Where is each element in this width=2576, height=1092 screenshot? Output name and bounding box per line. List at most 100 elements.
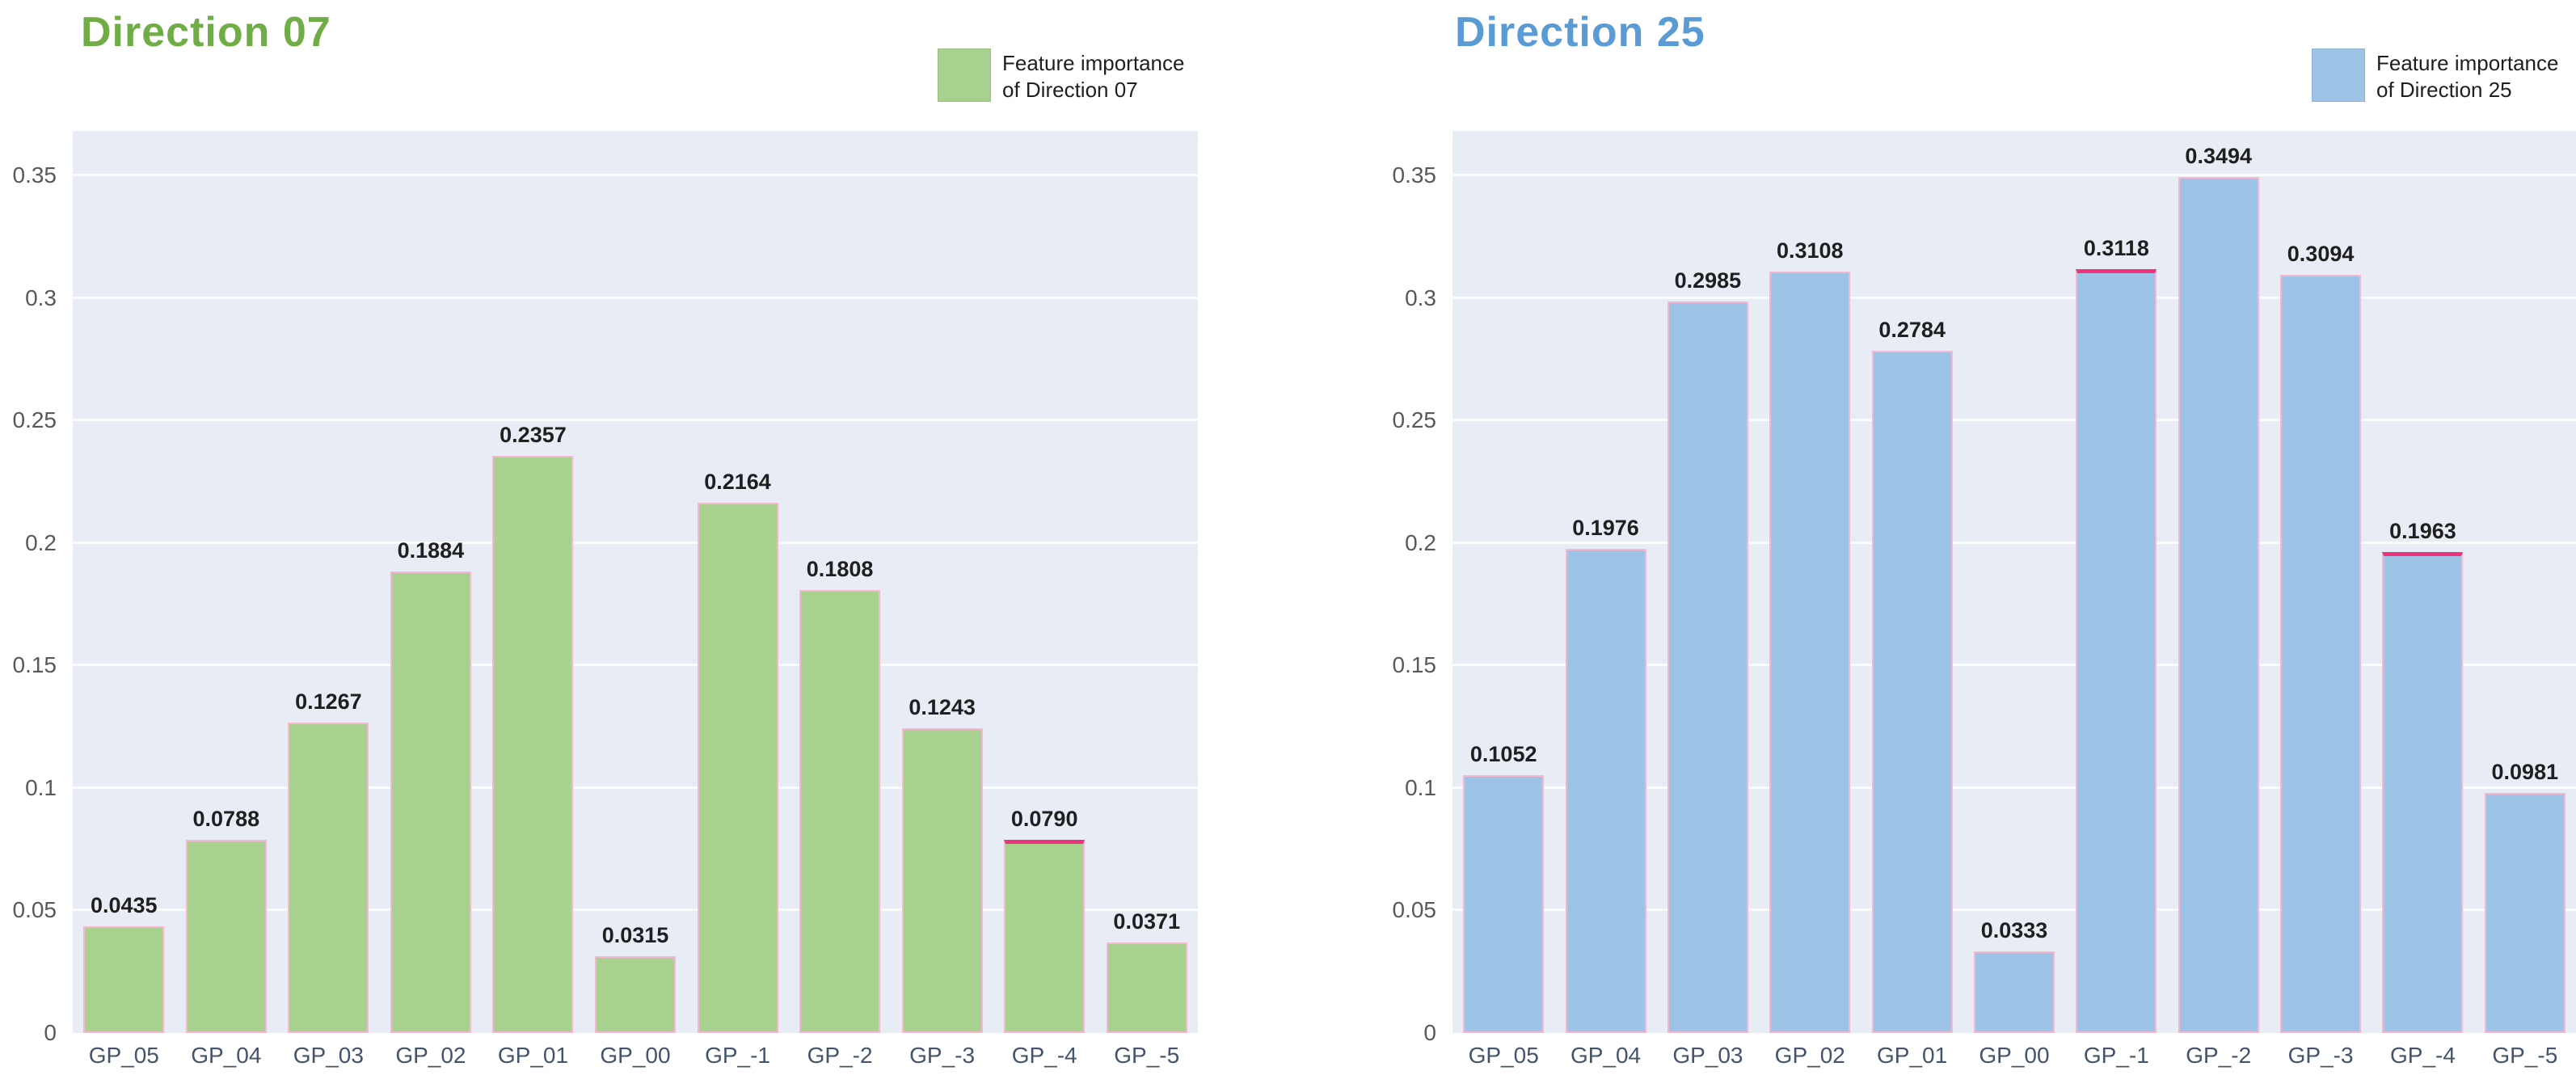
bar-GP_-4 — [2382, 552, 2464, 1033]
y-axis-tick-0.35: 0.35 — [12, 162, 57, 188]
bar-value-GP_04: 0.0788 — [192, 807, 260, 831]
x-axis-tick-GP_-3: GP_-3 — [909, 1043, 976, 1068]
bar-GP_00 — [1974, 951, 2055, 1033]
bar-GP_03 — [1667, 301, 1748, 1033]
bar-value-GP_02: 0.1884 — [397, 538, 465, 563]
y-axis-tick-0.05: 0.05 — [12, 897, 57, 923]
bar-GP_03 — [288, 723, 369, 1033]
y-axis-tick-0.3: 0.3 — [1405, 285, 1436, 310]
legend-label-line-2: of Direction 25 — [2376, 78, 2512, 102]
gridline-0.15 — [73, 664, 1198, 667]
x-axis-tick-GP_-1: GP_-1 — [705, 1043, 770, 1068]
bar-value-GP_-4: 0.0790 — [1010, 807, 1078, 831]
bar-value-GP_-4: 0.1963 — [2389, 519, 2456, 543]
y-axis-tick-0.25: 0.25 — [1392, 407, 1437, 433]
bar-GP_-2 — [799, 590, 881, 1033]
y-axis-tick-0: 0 — [1423, 1020, 1436, 1045]
legend-direction-25: Feature importance of Direction 25 — [2312, 48, 2558, 103]
x-axis-tick-GP_00: GP_00 — [600, 1043, 671, 1068]
bar-GP_02 — [1769, 272, 1851, 1033]
x-axis-tick-GP_00: GP_00 — [1979, 1043, 2050, 1068]
y-axis-tick-0.15: 0.15 — [12, 652, 57, 678]
bar-value-GP_05: 0.1052 — [1469, 742, 1537, 766]
bar-GP_00 — [595, 956, 676, 1033]
y-axis-tick-0.15: 0.15 — [1392, 652, 1437, 678]
bar-GP_02 — [390, 571, 471, 1033]
gridline-0.2 — [73, 541, 1198, 544]
bar-GP_-3 — [901, 728, 983, 1033]
x-axis-tick-GP_04: GP_04 — [1570, 1043, 1642, 1068]
gridline-0.1 — [1452, 786, 2576, 789]
bar-value-GP_-2: 0.1808 — [806, 557, 874, 581]
bar-value-GP_05: 0.0435 — [90, 893, 158, 917]
gridline-0.2 — [1452, 541, 2576, 544]
x-axis-tick-GP_02: GP_02 — [1774, 1043, 1845, 1068]
bar-GP_05 — [1463, 775, 1545, 1033]
y-axis-tick-0.05: 0.05 — [1392, 897, 1437, 923]
gridline-0.05 — [73, 909, 1198, 912]
gridline-0.35 — [1452, 174, 2576, 177]
legend-label-line-1: Feature importance — [1002, 51, 1185, 75]
x-axis-tick-GP_-3: GP_-3 — [2287, 1043, 2354, 1068]
bar-GP_04 — [185, 840, 267, 1033]
bar-GP_04 — [1565, 549, 1646, 1033]
x-axis-tick-GP_-2: GP_-2 — [2186, 1043, 2252, 1068]
bar-GP_-2 — [2178, 177, 2259, 1033]
legend-label: Feature importance of Direction 25 — [2376, 48, 2558, 103]
x-axis-tick-GP_03: GP_03 — [293, 1043, 364, 1068]
gridline-0.3 — [73, 296, 1198, 299]
bar-value-GP_-3: 0.1243 — [909, 695, 976, 719]
y-axis-tick-0.2: 0.2 — [25, 529, 57, 555]
x-axis-tick-GP_05: GP_05 — [88, 1043, 159, 1068]
bar-value-GP_03: 0.1267 — [295, 689, 362, 714]
bar-value-GP_-5: 0.0981 — [2491, 760, 2559, 784]
bar-GP_01 — [1871, 351, 1953, 1033]
bar-GP_-3 — [2280, 275, 2362, 1033]
bar-value-GP_-1: 0.3118 — [2083, 236, 2149, 260]
x-axis-tick-GP_02: GP_02 — [395, 1043, 466, 1068]
bar-value-GP_01: 0.2784 — [1878, 318, 1946, 342]
bar-GP_-1 — [697, 503, 778, 1033]
bar-value-GP_-1: 0.2164 — [704, 470, 771, 494]
bar-value-GP_01: 0.2357 — [500, 423, 567, 447]
y-axis-tick-0.1: 0.1 — [25, 774, 57, 800]
legend-label-line-1: Feature importance — [2376, 51, 2559, 75]
bar-value-GP_00: 0.0333 — [1980, 918, 2048, 942]
plot-area-direction-25: 0.35 0.3 0.25 0.2 0.15 0.1 0.05 0 0.1052 GP_05 0.1… — [1393, 131, 2576, 1068]
gridline-0.35 — [73, 174, 1198, 177]
x-axis-tick-GP_04: GP_04 — [191, 1043, 262, 1068]
plot-area-direction-07: 0.35 0.3 0.25 0.2 0.15 0.1 0.05 0 0.0435 GP_05 0.0… — [13, 131, 1198, 1068]
y-axis-tick-0.3: 0.3 — [25, 285, 57, 310]
bar-value-GP_03: 0.2985 — [1674, 268, 1742, 293]
bar-GP_-1 — [2076, 269, 2157, 1033]
legend-label-line-2: of Direction 07 — [1002, 78, 1138, 102]
x-axis-tick-GP_01: GP_01 — [497, 1043, 569, 1068]
y-axis-tick-0.1: 0.1 — [1405, 774, 1436, 800]
y-axis-tick-0.25: 0.25 — [12, 407, 57, 433]
y-axis-tick-0.35: 0.35 — [1392, 162, 1437, 188]
x-axis-tick-GP_-2: GP_-2 — [807, 1043, 873, 1068]
bar-value-GP_02: 0.3108 — [1776, 238, 1844, 263]
bar-value-GP_00: 0.0315 — [601, 923, 669, 947]
gridline-0.1 — [73, 786, 1198, 789]
chart-title-direction-25: Direction 25 — [1455, 9, 1705, 56]
chart-direction-25: Direction 25 Feature importance of Direc… — [1374, 0, 2576, 1092]
gridline-0.25 — [73, 419, 1198, 422]
gridline-0.3 — [1452, 296, 2576, 299]
legend-swatch — [938, 48, 991, 102]
x-axis-tick-GP_05: GP_05 — [1468, 1043, 1539, 1068]
bar-GP_-5 — [2484, 793, 2565, 1033]
bar-GP_01 — [492, 456, 574, 1033]
x-axis-tick-GP_-4: GP_-4 — [1011, 1043, 1077, 1068]
x-axis-tick-GP_-5: GP_-5 — [2492, 1043, 2558, 1068]
bar-GP_05 — [83, 926, 165, 1033]
x-axis-tick-GP_-4: GP_-4 — [2389, 1043, 2456, 1068]
legend-direction-07: Feature importance of Direction 07 — [938, 48, 1184, 103]
bar-value-GP_-3: 0.3094 — [2287, 242, 2355, 266]
bar-value-GP_-2: 0.3494 — [2185, 144, 2253, 168]
bar-GP_-5 — [1106, 942, 1187, 1033]
y-axis-tick-0.2: 0.2 — [1405, 529, 1436, 555]
x-axis-tick-GP_-5: GP_-5 — [1114, 1043, 1180, 1068]
bar-value-GP_-5: 0.0371 — [1113, 909, 1181, 934]
